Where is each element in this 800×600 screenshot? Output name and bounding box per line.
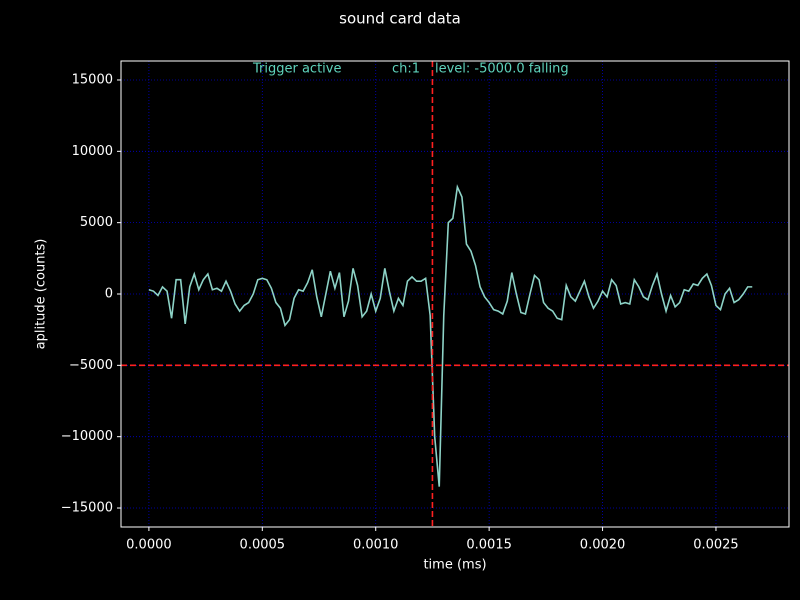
plot-frame bbox=[120, 60, 790, 528]
y-tick-label: 15000 bbox=[72, 72, 113, 87]
chart-title: sound card data bbox=[339, 10, 461, 28]
y-axis-label: aplitude (counts) bbox=[34, 239, 49, 350]
y-tick-label: 10000 bbox=[72, 144, 113, 159]
y-tick-label: −15000 bbox=[61, 501, 113, 516]
x-tick-label: 0.0000 bbox=[126, 538, 172, 553]
trigger-annotation: Trigger active bbox=[252, 62, 341, 77]
y-tick-label: −10000 bbox=[61, 429, 113, 444]
x-axis-label: time (ms) bbox=[423, 558, 486, 573]
signal-line bbox=[148, 184, 753, 487]
y-tick-label: −5000 bbox=[69, 358, 113, 373]
y-tick-label: 0 bbox=[105, 287, 113, 302]
x-tick-label: 0.0005 bbox=[240, 538, 286, 553]
x-tick-label: 0.0020 bbox=[580, 538, 626, 553]
trigger-annotation: ch:1 bbox=[392, 62, 420, 77]
x-tick-label: 0.0015 bbox=[466, 538, 512, 553]
trigger-annotation: level: -5000.0 falling bbox=[435, 62, 569, 77]
y-tick-label: 5000 bbox=[80, 215, 113, 230]
x-tick-label: 0.0025 bbox=[693, 538, 739, 553]
x-tick-label: 0.0010 bbox=[353, 538, 399, 553]
